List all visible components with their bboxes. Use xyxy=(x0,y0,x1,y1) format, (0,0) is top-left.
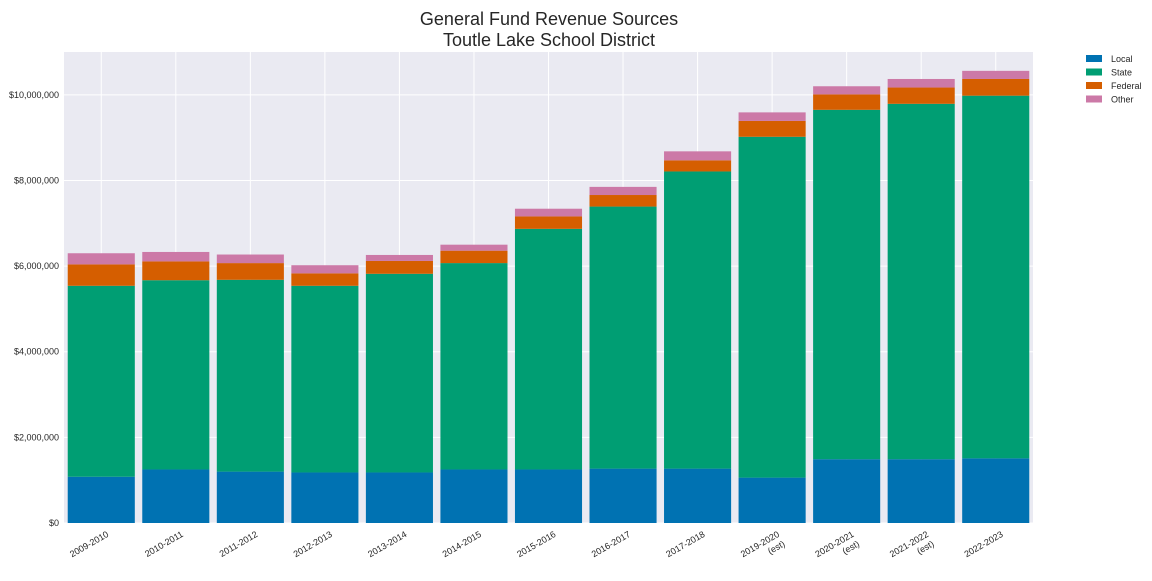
x-tick-label: 2022-2023 xyxy=(962,529,1004,559)
x-tick-label-line: 2015-2016 xyxy=(515,529,557,559)
y-tick-label: $6,000,000 xyxy=(14,261,59,271)
bar-segment-local xyxy=(664,468,732,523)
bar-segment-federal xyxy=(813,94,881,110)
legend-swatch-federal xyxy=(1086,82,1102,89)
bar-segment-federal xyxy=(440,250,508,264)
x-tick-label-line: 2013-2014 xyxy=(366,529,408,559)
bar-segment-local xyxy=(514,469,583,523)
bar-segment-state xyxy=(67,285,135,477)
bar-segment-federal xyxy=(142,261,210,281)
y-tick-label: $2,000,000 xyxy=(14,432,59,442)
bar-segment-state xyxy=(962,95,1030,459)
bar-segment-local xyxy=(216,471,284,523)
bar-segment-local xyxy=(738,477,806,523)
x-tick-label-line: 2011-2012 xyxy=(218,529,260,559)
bar-segment-state xyxy=(887,103,955,460)
legend-swatch-local xyxy=(1086,55,1102,62)
x-tick-label-line: 2014-2015 xyxy=(441,529,483,559)
bar-segment-state xyxy=(365,273,433,473)
bar-segment-local xyxy=(142,469,210,523)
bar-segment-local xyxy=(365,472,433,523)
x-tick-label: 2016-2017 xyxy=(590,529,632,559)
x-tick-label: 2019-2020(est) xyxy=(739,529,787,569)
x-axis: 2009-2010 2010-2011 2011-2012 2012-2013 2013… xyxy=(68,529,1005,569)
bar-segment-federal xyxy=(216,263,284,280)
bar-segment-other xyxy=(216,254,284,264)
bar-segment-local xyxy=(887,459,955,523)
legend-label: Other xyxy=(1111,95,1134,105)
bar-segment-other xyxy=(291,265,359,274)
x-tick-label-line: 2009-2010 xyxy=(68,529,110,559)
bar-segment-state xyxy=(664,171,732,469)
x-tick-label-line: 2010-2011 xyxy=(143,529,185,559)
x-tick-label: 2010-2011 xyxy=(143,529,185,559)
bar-segment-federal xyxy=(67,264,135,286)
bar-segment-local xyxy=(291,472,359,523)
bar-segment-other xyxy=(440,244,508,251)
x-tick-label-line: 2022-2023 xyxy=(962,529,1004,559)
x-tick-label: 2017-2018 xyxy=(664,529,706,559)
y-tick-label: $10,000,000 xyxy=(9,90,59,100)
legend: Local State Federal Other xyxy=(1086,54,1142,105)
bar-segment-other xyxy=(589,186,657,196)
x-tick-label: 2015-2016 xyxy=(515,529,557,559)
bar-segment-federal xyxy=(589,195,657,207)
bar-segment-state xyxy=(216,279,284,472)
bar-segment-state xyxy=(142,280,210,470)
legend-label: State xyxy=(1111,68,1132,78)
bars xyxy=(67,70,1030,523)
bar-segment-other xyxy=(813,86,881,95)
bar-segment-other xyxy=(365,254,433,261)
x-tick-label: 2013-2014 xyxy=(366,529,408,559)
y-axis: $0 $2,000,000 $4,000,000 $6,000,000 $8,000,0… xyxy=(9,90,59,528)
bar-segment-local xyxy=(67,476,135,523)
x-tick-label: 2014-2015 xyxy=(441,529,483,559)
bar-segment-local xyxy=(962,458,1030,523)
bar-segment-other xyxy=(514,208,583,217)
bar-segment-state xyxy=(738,136,806,478)
bar-segment-other xyxy=(887,78,955,88)
bar-segment-other xyxy=(962,70,1030,79)
bar-segment-state xyxy=(813,109,881,460)
bar-segment-federal xyxy=(664,160,732,172)
bar-segment-state xyxy=(589,206,657,469)
bar-segment-local xyxy=(440,469,508,523)
bar-segment-other xyxy=(738,112,806,121)
legend-swatch-other xyxy=(1086,95,1102,103)
x-tick-label: 2011-2012 xyxy=(218,529,260,559)
bar-segment-other xyxy=(664,151,732,161)
legend-label: Local xyxy=(1111,54,1133,64)
bar-segment-state xyxy=(291,285,359,473)
chart-title-line: General Fund Revenue Sources xyxy=(420,9,678,29)
x-tick-label: 2012-2013 xyxy=(292,529,334,559)
x-tick-label: 2009-2010 xyxy=(68,529,110,559)
bar-segment-federal xyxy=(887,87,955,104)
x-tick-label-line: 2017-2018 xyxy=(664,529,706,559)
bar-segment-federal xyxy=(365,260,433,274)
bar-segment-state xyxy=(514,228,583,470)
y-tick-label: $4,000,000 xyxy=(14,347,59,357)
chart-title-line: Toutle Lake School District xyxy=(443,30,655,50)
bar-segment-local xyxy=(589,468,657,523)
bar-segment-federal xyxy=(514,216,583,229)
bar-segment-other xyxy=(142,251,210,262)
bar-segment-state xyxy=(440,263,508,470)
bar-segment-federal xyxy=(962,78,1030,96)
x-tick-label: 2020-2021(est) xyxy=(813,529,861,569)
x-tick-label-line: 2016-2017 xyxy=(590,529,632,559)
x-tick-label-line: 2012-2013 xyxy=(292,529,334,559)
y-tick-label: $0 xyxy=(49,518,59,528)
bar-segment-federal xyxy=(291,273,359,286)
bar-segment-local xyxy=(813,459,881,523)
bar-segment-other xyxy=(67,253,135,265)
x-tick-label: 2021-2022(est) xyxy=(888,529,936,569)
y-tick-label: $8,000,000 xyxy=(14,175,59,185)
legend-swatch-state xyxy=(1086,68,1102,76)
legend-label: Federal xyxy=(1111,81,1142,91)
bar-segment-federal xyxy=(738,120,806,137)
